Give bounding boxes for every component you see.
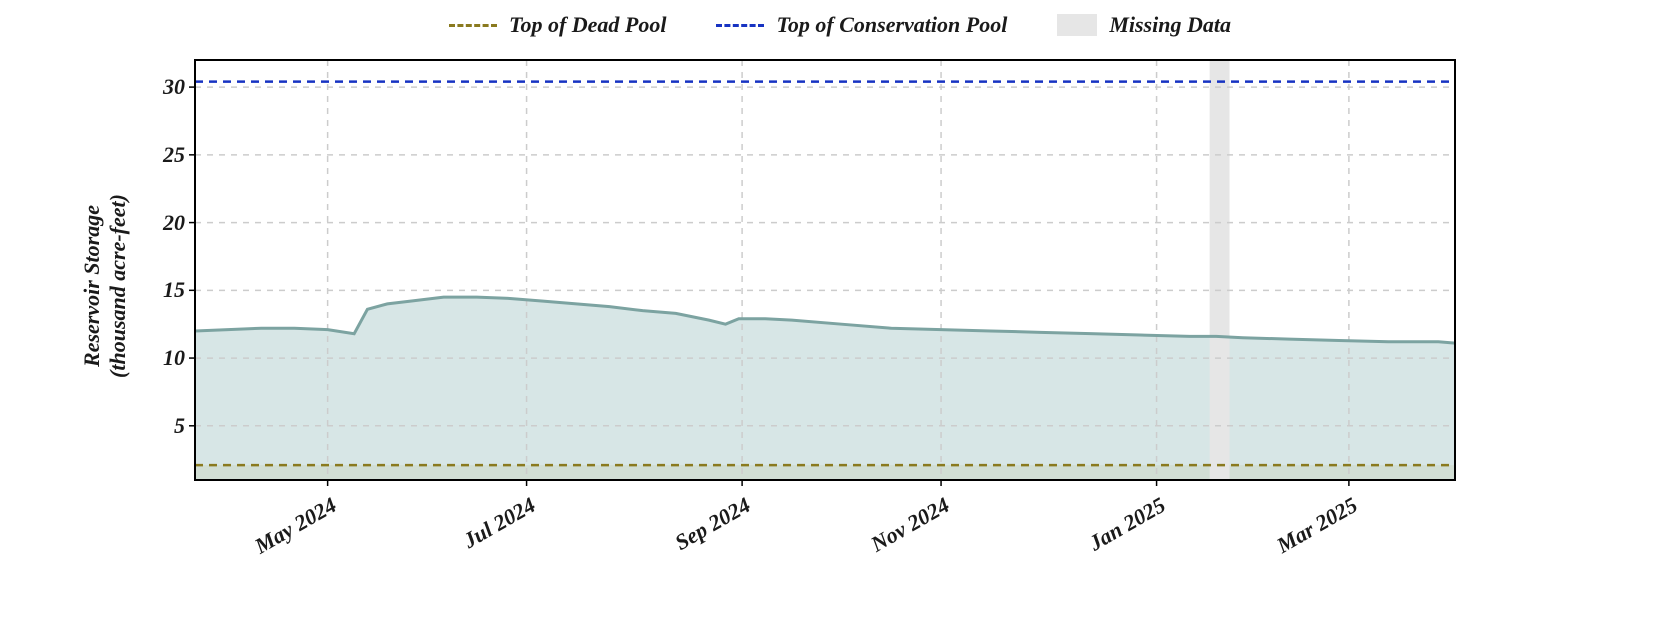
plot-area: 51015202530May 2024Jul 2024Sep 2024Nov 2… [195, 60, 1455, 480]
xtick-label: Jul 2024 [458, 492, 539, 554]
missing-data-band [1210, 60, 1230, 480]
reservoir-storage-chart: Top of Dead Pool Top of Conservation Poo… [0, 0, 1680, 630]
xtick-label: Jan 2025 [1084, 492, 1170, 556]
legend-swatch-dead-pool [449, 24, 497, 27]
xtick-label: Mar 2025 [1272, 492, 1362, 559]
yaxis-label-line1: Reservoir Storage [79, 161, 105, 411]
ytick-label: 5 [174, 413, 185, 439]
chart-legend: Top of Dead Pool Top of Conservation Poo… [0, 12, 1680, 38]
xtick-label: May 2024 [250, 492, 341, 559]
ytick-label: 30 [163, 74, 185, 100]
legend-label-missing-data: Missing Data [1109, 12, 1231, 38]
xtick-label: Sep 2024 [671, 492, 755, 556]
xtick-label: Nov 2024 [866, 492, 954, 558]
legend-item-missing-data: Missing Data [1057, 12, 1231, 38]
legend-item-dead-pool: Top of Dead Pool [449, 12, 666, 38]
ytick-label: 15 [163, 277, 185, 303]
ytick-label: 20 [163, 210, 185, 236]
legend-swatch-conservation-pool [716, 24, 764, 27]
ytick-label: 25 [163, 142, 185, 168]
legend-label-dead-pool: Top of Dead Pool [509, 12, 666, 38]
yaxis-label: Reservoir Storage (thousand acre-feet) [79, 161, 131, 411]
legend-swatch-missing-data [1057, 14, 1097, 36]
ytick-label: 10 [163, 345, 185, 371]
yaxis-label-line2: (thousand acre-feet) [105, 161, 131, 411]
plot-svg [195, 60, 1455, 480]
legend-item-conservation-pool: Top of Conservation Pool [716, 12, 1007, 38]
legend-label-conservation-pool: Top of Conservation Pool [776, 12, 1007, 38]
